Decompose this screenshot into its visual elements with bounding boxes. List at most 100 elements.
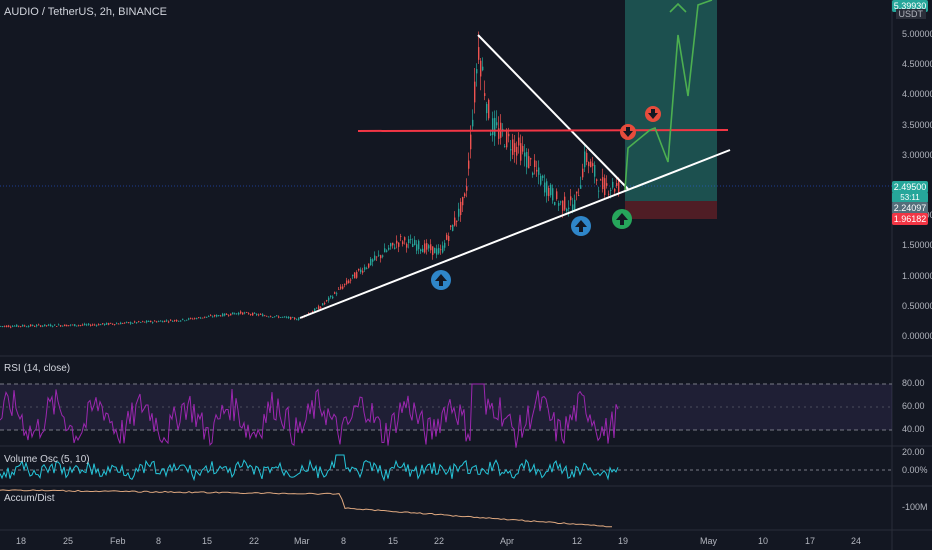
candle-body (78, 325, 80, 327)
rsi-label[interactable]: RSI (14, close) (4, 363, 71, 374)
candle-body (44, 324, 46, 327)
candle-body (142, 321, 144, 323)
candle-body (340, 286, 342, 289)
time-tick-label: 15 (202, 536, 213, 546)
resistance-line[interactable] (357, 129, 729, 132)
candle-body (316, 307, 318, 309)
candle-body (22, 324, 24, 327)
arrow-up-circle-icon (431, 270, 451, 290)
candle-body (68, 325, 70, 327)
candle-body (122, 323, 124, 324)
candle-body (422, 248, 424, 253)
candle-body (468, 160, 470, 169)
candle-body (42, 325, 44, 327)
candle-body (404, 237, 406, 241)
candle-body (128, 322, 130, 324)
candle-body (436, 248, 438, 255)
candle-body (420, 249, 422, 252)
countdown-tag: 53:11 (892, 192, 928, 203)
arrow-down-circle-icon (620, 124, 636, 140)
candle-body (378, 254, 380, 256)
candle-body (30, 324, 32, 327)
candle-body (240, 311, 242, 314)
candle-body (260, 314, 262, 315)
candle-body (550, 184, 552, 196)
candle-body (348, 280, 350, 284)
candle-body (492, 118, 494, 136)
candle-body (230, 313, 232, 316)
candle-body (114, 324, 116, 325)
accum-dist-label[interactable]: Accum/Dist (4, 493, 55, 504)
candle-body (570, 196, 572, 201)
time-tick-label: 24 (851, 536, 862, 546)
candle-body (488, 99, 490, 119)
candle-body (572, 204, 574, 212)
currency-label[interactable]: USDT (895, 9, 926, 19)
candle-body (274, 316, 276, 318)
candle-body (510, 149, 512, 151)
candle-body (296, 319, 298, 321)
candle-body (190, 317, 192, 319)
candle-body (256, 313, 258, 315)
candle-body (84, 323, 86, 326)
candle-body (512, 139, 514, 155)
candle-body (452, 225, 454, 231)
symbol-title[interactable]: AUDIO / TetherUS, 2h, BINANCE (4, 6, 168, 18)
candle-body (556, 191, 558, 199)
candle-body (24, 325, 26, 327)
price-tick-label: 3.00000 (902, 149, 932, 160)
candle-body (216, 314, 218, 317)
candle-body (440, 249, 442, 251)
candle-body (20, 326, 22, 328)
candle-body (242, 312, 244, 315)
candle-body (412, 243, 414, 247)
candle-body (616, 183, 618, 186)
support-trendline[interactable] (299, 149, 731, 319)
candle-body (288, 316, 290, 319)
candle-body (466, 186, 468, 191)
candle-body (90, 325, 92, 326)
candle-body (92, 324, 94, 326)
candle-body (346, 280, 348, 284)
time-tick-label: 18 (16, 536, 27, 546)
vol-osc-label[interactable]: Volume Osc (5, 10) (4, 454, 90, 465)
candle-body (370, 258, 372, 266)
candle-body (336, 293, 338, 295)
candle-body (596, 179, 598, 181)
candle-body (368, 263, 370, 268)
candle-body (534, 160, 536, 168)
candle-body (588, 162, 590, 167)
candle-body (538, 167, 540, 175)
candle-body (106, 323, 108, 325)
candle-body (312, 311, 314, 313)
candle-body (334, 292, 336, 294)
rsi-tick-label: 20.00 (902, 447, 925, 457)
candle-body (180, 320, 182, 322)
descending-trendline[interactable] (477, 34, 629, 190)
candle-body (462, 196, 464, 206)
candle-body (286, 317, 288, 318)
candle-body (414, 239, 416, 246)
candle-body (342, 286, 344, 289)
candle-body (522, 146, 524, 152)
candle-body (244, 312, 246, 314)
candle-body (408, 239, 410, 244)
candle-body (246, 312, 248, 313)
candle-body (450, 225, 452, 227)
candle-body (98, 324, 100, 326)
candle-body (454, 217, 456, 226)
candle-body (326, 300, 328, 301)
candle-body (172, 320, 174, 322)
candle-body (108, 323, 110, 325)
entry-price-tag: 2.24097 (892, 202, 928, 214)
candle-body (10, 326, 12, 328)
candle-body (28, 325, 30, 327)
candle-body (4, 325, 6, 327)
candle-body (72, 324, 74, 326)
candle-body (34, 326, 36, 328)
time-tick-label: 15 (388, 536, 399, 546)
candle-body (258, 314, 260, 316)
candle-body (358, 268, 360, 271)
candle-body (224, 313, 226, 316)
